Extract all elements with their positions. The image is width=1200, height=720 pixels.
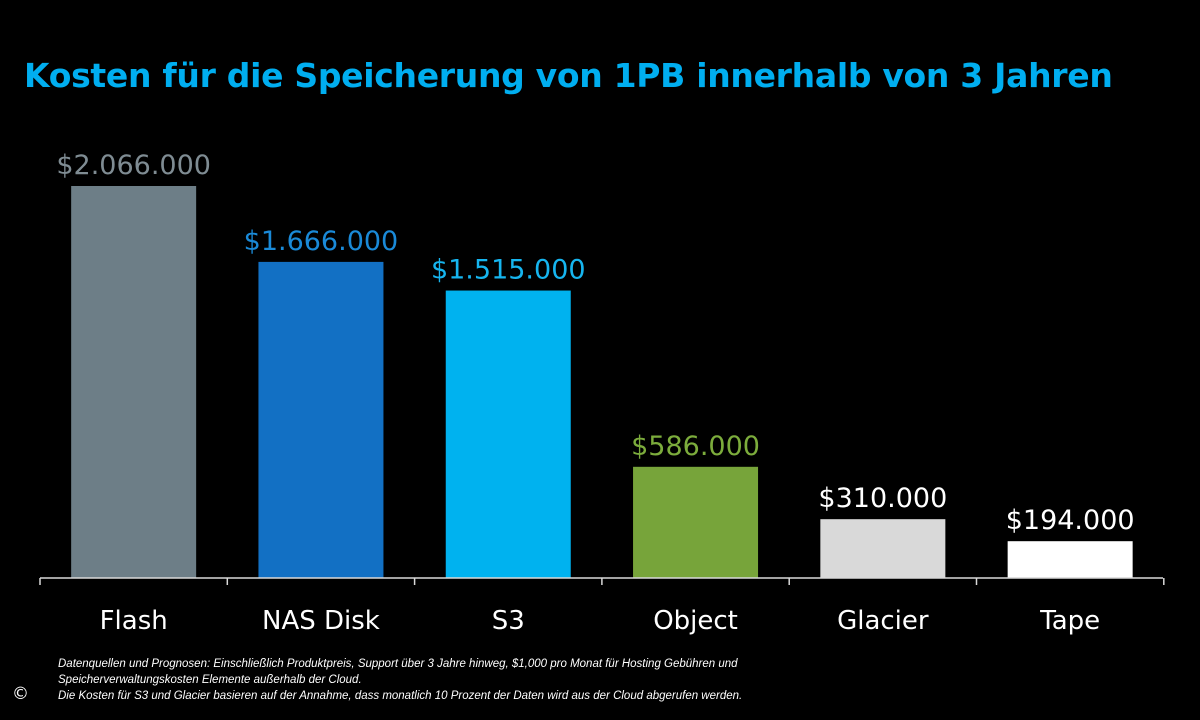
x-tick-label: Tape — [1039, 606, 1100, 636]
bar-tape — [1007, 541, 1133, 578]
bar-glacier — [820, 519, 946, 578]
x-tick-label: Flash — [100, 606, 168, 636]
bar-s3 — [445, 290, 571, 578]
footnote-line-3: Die Kosten für S3 und Glacier basieren a… — [58, 690, 743, 702]
bar-chart: $2.066.000 Flash $1.666.000 NAS Disk $1.515.… — [39, 150, 1165, 636]
x-tick-label: Glacier — [837, 606, 929, 636]
footnote-line-2: Speicherverwaltungskosten Elemente außer… — [58, 674, 362, 686]
value-label: $2.066.000 — [56, 150, 211, 181]
x-tick-label: Object — [653, 606, 738, 636]
value-label: $1.666.000 — [244, 226, 399, 257]
bars-group — [71, 186, 1133, 578]
value-label: $310.000 — [818, 483, 947, 514]
value-label: $586.000 — [631, 431, 760, 462]
x-axis — [39, 577, 1165, 585]
footnote: Datenquellen und Prognosen: Einschließli… — [58, 656, 958, 704]
value-label: $194.000 — [1006, 505, 1135, 536]
labels-group: $2.066.000 Flash $1.666.000 NAS Disk $1.515.… — [56, 150, 1134, 636]
x-tick-label: NAS Disk — [262, 606, 380, 636]
bar-flash — [71, 186, 197, 578]
chart-title: Kosten für die Speicherung von 1PB inner… — [24, 56, 1113, 95]
value-label: $1.515.000 — [431, 255, 586, 286]
bar-object — [633, 466, 759, 578]
footnote-line-1: Datenquellen und Prognosen: Einschließli… — [58, 658, 738, 670]
copyright-icon: © — [12, 684, 29, 704]
x-tick-label: S3 — [492, 606, 525, 636]
bar-nas-disk — [258, 261, 384, 578]
